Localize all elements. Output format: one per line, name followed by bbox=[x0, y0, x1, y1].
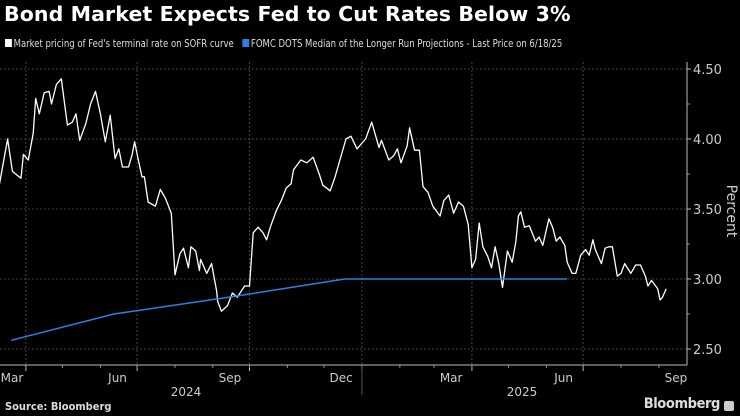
y-tick-label: 3.00 bbox=[693, 273, 722, 288]
y-tick-label: 2.50 bbox=[693, 343, 722, 358]
x-tick-label: Sep bbox=[665, 371, 688, 385]
legend-label: FOMC DOTS Median of the Longer Run Proje… bbox=[250, 37, 563, 50]
series-line-fomc-dots bbox=[11, 278, 568, 342]
year-label: 2024 bbox=[171, 385, 202, 399]
y-tick-label: 4.00 bbox=[693, 133, 722, 148]
chart-title: Bond Market Expects Fed to Cut Rates Bel… bbox=[4, 2, 571, 26]
bloomberg-logo: Bloomberg bbox=[643, 396, 721, 412]
legend: Market pricing of Fed's terminal rate on… bbox=[5, 37, 562, 50]
source-note: Source: Bloomberg bbox=[5, 400, 112, 413]
legend-swatch-white bbox=[5, 39, 12, 47]
legend-label: Market pricing of Fed's terminal rate on… bbox=[13, 37, 234, 50]
y-tick-label: 4.50 bbox=[693, 63, 722, 78]
line-chart: 2.50 3.00 3.50 4.00 4.50 Mar Jun Sep Dec Mar Jun Se… bbox=[0, 62, 739, 399]
series-line-market-pricing bbox=[0, 78, 667, 312]
legend-swatch-blue bbox=[242, 39, 250, 47]
bloomberg-chart-icon bbox=[724, 401, 734, 411]
x-tick-label: Mar bbox=[440, 371, 463, 385]
y-axis-label: Percent bbox=[723, 185, 739, 238]
legend-item-market: Market pricing of Fed's terminal rate on… bbox=[5, 37, 234, 50]
legend-item-fomc: FOMC DOTS Median of the Longer Run Proje… bbox=[242, 37, 562, 50]
y-tick-label: 3.50 bbox=[693, 203, 722, 218]
x-tick-label: Jun bbox=[553, 371, 573, 385]
x-tick-label: Dec bbox=[330, 371, 353, 385]
year-label: 2025 bbox=[507, 385, 538, 399]
x-tick-label: Jun bbox=[107, 371, 127, 385]
x-tick-label: Sep bbox=[219, 371, 242, 385]
x-tick-label: Mar bbox=[1, 371, 24, 385]
